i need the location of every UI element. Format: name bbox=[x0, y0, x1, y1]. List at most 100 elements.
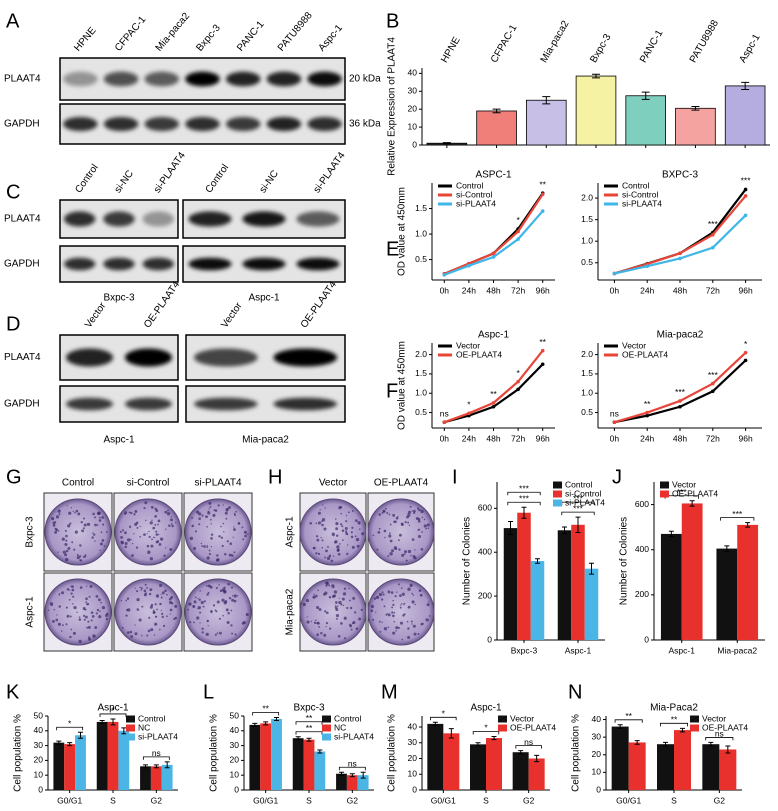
error-bar bbox=[56, 740, 62, 745]
error-bar bbox=[78, 731, 83, 739]
error-bar bbox=[508, 521, 513, 536]
legend-label: OE-PLAAT4 bbox=[456, 349, 502, 359]
colony bbox=[397, 626, 400, 629]
category-label: PATU8988 bbox=[688, 18, 721, 65]
x-tick-label: G2 bbox=[151, 795, 163, 805]
colony bbox=[357, 521, 361, 525]
colony bbox=[387, 626, 390, 629]
colony bbox=[199, 622, 201, 624]
legend-label: NC bbox=[334, 722, 346, 732]
colony bbox=[228, 553, 232, 557]
colony bbox=[410, 620, 413, 623]
colony bbox=[230, 609, 233, 612]
blot-band bbox=[63, 71, 98, 87]
legend-label: si-Control bbox=[456, 189, 492, 199]
colony bbox=[192, 605, 195, 607]
colony bbox=[237, 522, 241, 525]
colony bbox=[320, 631, 323, 635]
error-bar bbox=[121, 727, 127, 735]
dish bbox=[367, 498, 435, 566]
error-bar bbox=[448, 728, 454, 739]
colony bbox=[90, 619, 93, 622]
legend-label: Vector bbox=[702, 713, 726, 723]
colony bbox=[139, 586, 141, 589]
colony bbox=[160, 593, 162, 595]
error-bar bbox=[708, 741, 714, 747]
colony bbox=[201, 631, 204, 634]
point bbox=[442, 273, 447, 277]
bar bbox=[107, 721, 119, 790]
category-label: Mia-paca2 bbox=[539, 19, 572, 65]
colony bbox=[170, 523, 173, 525]
error-bar bbox=[575, 516, 581, 533]
point bbox=[540, 362, 545, 367]
colony bbox=[154, 523, 157, 526]
x-tick-label: S bbox=[483, 795, 489, 805]
point bbox=[678, 404, 682, 409]
colony bbox=[198, 523, 201, 526]
colony bbox=[389, 552, 393, 556]
colony bbox=[233, 594, 237, 598]
panel-label: N bbox=[568, 681, 582, 703]
colony bbox=[79, 559, 81, 561]
bar bbox=[118, 730, 130, 790]
colony bbox=[399, 621, 404, 625]
colony bbox=[98, 519, 102, 522]
colony bbox=[87, 620, 90, 623]
lane-label: Aspc-1 bbox=[317, 22, 346, 53]
colony bbox=[387, 555, 390, 558]
point bbox=[711, 389, 715, 394]
colony bbox=[146, 544, 150, 548]
colony bbox=[68, 511, 72, 515]
colony bbox=[318, 608, 322, 612]
colony bbox=[94, 540, 96, 542]
error-bar bbox=[745, 522, 751, 528]
sig-bracket bbox=[430, 716, 457, 721]
x-tick-label: 96h bbox=[536, 433, 550, 443]
blot-band bbox=[185, 117, 220, 131]
x-tick-label: 96h bbox=[739, 285, 753, 295]
colony bbox=[230, 624, 233, 627]
blot-band bbox=[193, 397, 258, 411]
colony bbox=[337, 634, 341, 638]
error-bar bbox=[274, 716, 279, 721]
colony bbox=[373, 597, 377, 600]
colony bbox=[418, 528, 421, 531]
colony bbox=[214, 509, 218, 512]
legend-label: si-PLAAT4 bbox=[622, 198, 662, 208]
point bbox=[467, 263, 471, 268]
colony bbox=[309, 522, 313, 525]
colony bbox=[233, 512, 236, 515]
colony bbox=[221, 598, 225, 602]
bar bbox=[674, 730, 691, 790]
colony bbox=[52, 524, 56, 527]
bar bbox=[611, 726, 629, 790]
colony bbox=[407, 521, 410, 524]
lane-label: si-PLAAT4 bbox=[152, 150, 188, 195]
colony bbox=[210, 546, 213, 548]
colony bbox=[246, 533, 249, 536]
colony bbox=[217, 504, 220, 507]
colony bbox=[105, 618, 108, 621]
chart-title: Bxpc-3 bbox=[293, 703, 325, 714]
size-label: 36 kDa bbox=[349, 119, 381, 130]
annotation: ** bbox=[644, 399, 651, 409]
colony bbox=[158, 543, 162, 546]
colony bbox=[160, 609, 163, 611]
point bbox=[743, 358, 748, 363]
colony bbox=[201, 514, 204, 517]
colony bbox=[96, 524, 99, 526]
colony bbox=[384, 536, 386, 539]
colony bbox=[381, 591, 384, 594]
colony bbox=[382, 509, 386, 513]
point bbox=[516, 387, 520, 392]
category-label: HPNE bbox=[439, 35, 463, 65]
colony bbox=[210, 533, 214, 536]
colony bbox=[229, 542, 233, 546]
colony bbox=[225, 517, 228, 520]
point bbox=[442, 420, 447, 425]
y-tick-label: 40 bbox=[34, 725, 44, 735]
colony bbox=[403, 613, 406, 616]
colony bbox=[206, 525, 208, 528]
